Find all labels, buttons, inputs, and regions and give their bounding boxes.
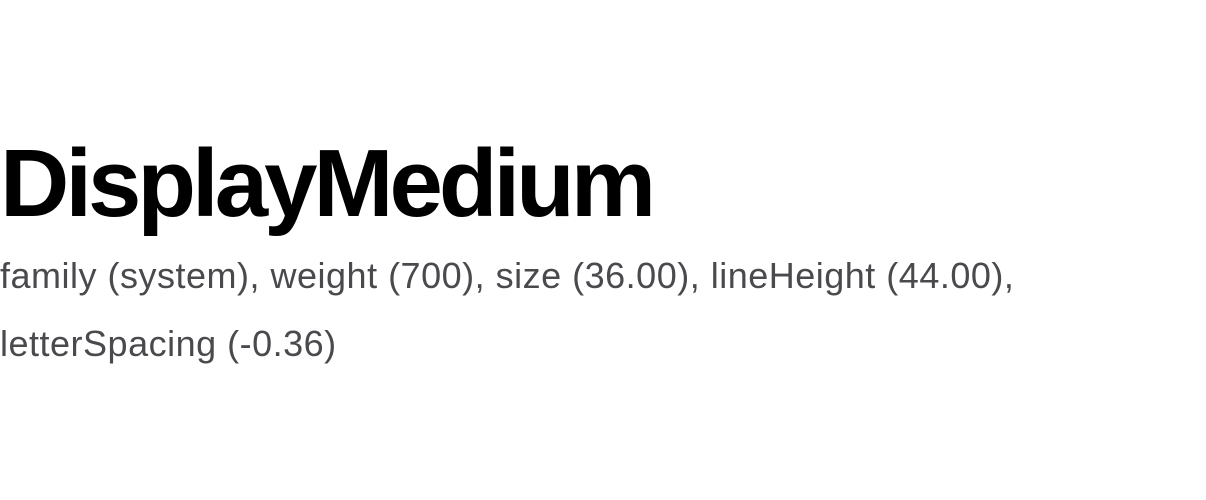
type-style-sample: DisplayMedium family (system), weight (7… [0,126,1206,378]
type-style-name: DisplayMedium [0,130,656,237]
type-style-spec: family (system), weight (700), size (36.… [0,255,1015,364]
